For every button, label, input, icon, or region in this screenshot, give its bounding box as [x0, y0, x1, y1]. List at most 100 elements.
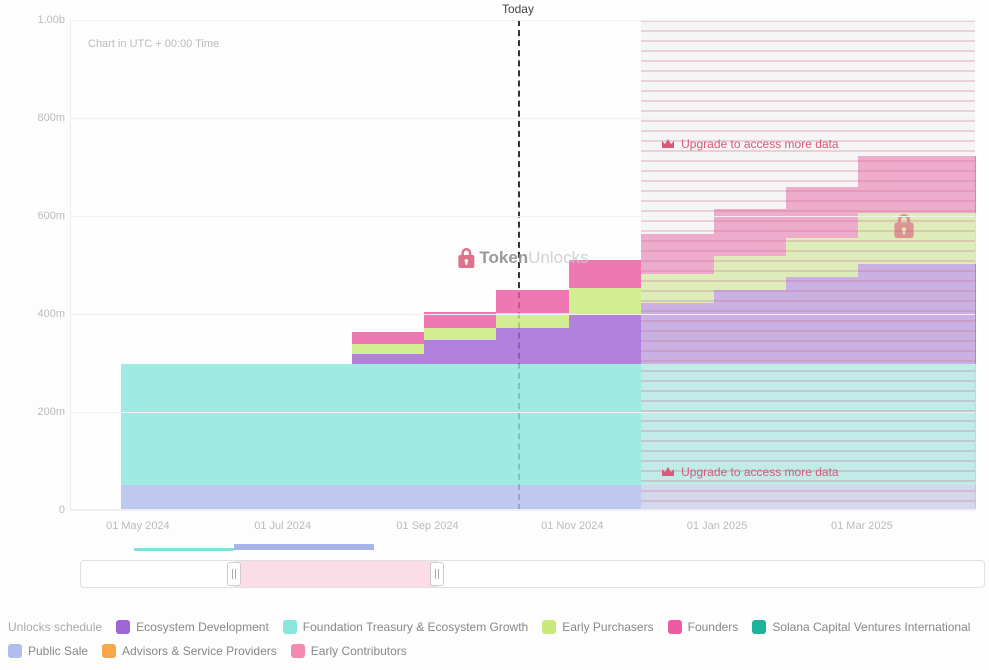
- legend-swatch: [283, 620, 297, 634]
- gridline: [71, 20, 975, 21]
- legend-label: Early Purchasers: [562, 620, 653, 634]
- scrubber-handle-left[interactable]: [227, 562, 241, 586]
- stack-segment-ecosystem-dev: [352, 354, 424, 365]
- stack-segment-early-purchasers: [641, 274, 713, 303]
- x-axis-tick-label: 01 Jul 2024: [254, 520, 311, 532]
- stack-segment-foundation-treasury: [569, 364, 641, 484]
- legend-swatch: [102, 644, 116, 658]
- legend: Unlocks schedule Ecosystem Development Fo…: [8, 620, 983, 658]
- chart-plot-area[interactable]: Upgrade to access more dataUpgrade to ac…: [70, 20, 975, 510]
- stack-segment-public-sale: [352, 485, 424, 510]
- stack-segment-public-sale: [641, 485, 713, 510]
- watermark-text: TokenUnlocks: [479, 248, 588, 268]
- stacked-column: [569, 260, 641, 509]
- legend-item[interactable]: Early Contributors: [291, 644, 407, 658]
- legend-swatch: [8, 644, 22, 658]
- legend-title: Unlocks schedule: [8, 620, 102, 634]
- scrubber-indicator-blue: [234, 544, 374, 550]
- stack-segment-foundation-treasury: [496, 364, 568, 484]
- stack-segment-founders: [352, 332, 424, 344]
- stack-segment-public-sale: [424, 485, 496, 510]
- stack-segment-founders: [641, 234, 713, 274]
- legend-label: Solana Capital Ventures International: [772, 620, 970, 634]
- stack-segment-foundation-treasury: [714, 364, 786, 484]
- gridline: [71, 412, 975, 413]
- y-axis-tick-label: 1.00b: [20, 14, 65, 26]
- legend-swatch: [291, 644, 305, 658]
- legend-label: Early Contributors: [311, 644, 407, 658]
- legend-swatch: [752, 620, 766, 634]
- lock-icon: [457, 248, 475, 268]
- stacked-column: [641, 234, 713, 509]
- stack-segment-foundation-treasury: [786, 364, 858, 484]
- y-axis-tick-label: 600m: [20, 210, 65, 222]
- stack-segment-early-purchasers: [714, 256, 786, 290]
- legend-label: Ecosystem Development: [136, 620, 269, 634]
- legend-item[interactable]: Foundation Treasury & Ecosystem Growth: [283, 620, 528, 634]
- time-range-scrubber[interactable]: [80, 550, 985, 590]
- stack-segment-public-sale: [786, 485, 858, 510]
- stack-segment-early-purchasers: [569, 288, 641, 315]
- stack-segment-founders: [786, 187, 858, 238]
- stack-segment-public-sale: [496, 485, 568, 510]
- legend-item[interactable]: Ecosystem Development: [116, 620, 269, 634]
- x-axis-tick-label: 01 Jan 2025: [687, 520, 748, 532]
- x-axis-tick-label: 01 Mar 2025: [831, 520, 893, 532]
- stacked-column: [352, 332, 424, 509]
- stack-segment-early-purchasers: [786, 238, 858, 277]
- stack-segment-early-purchasers: [858, 213, 976, 264]
- stack-segment-founders: [496, 290, 568, 313]
- stacked-column: [786, 187, 858, 509]
- legend-label: Founders: [688, 620, 739, 634]
- legend-swatch: [668, 620, 682, 634]
- stack-segment-public-sale: [858, 485, 976, 510]
- scrubber-selection[interactable]: [235, 561, 438, 587]
- legend-swatch: [116, 620, 130, 634]
- stack-segment-ecosystem-dev: [786, 277, 858, 364]
- stack-segment-ecosystem-dev: [424, 340, 496, 365]
- gridline: [71, 118, 975, 119]
- gridline: [71, 314, 975, 315]
- gridline: [71, 216, 975, 217]
- legend-item[interactable]: Public Sale: [8, 644, 88, 658]
- stack-segment-ecosystem-dev: [641, 303, 713, 364]
- y-axis-tick-label: 0: [20, 504, 65, 516]
- x-axis-tick-label: 01 May 2024: [106, 520, 170, 532]
- stack-segment-ecosystem-dev: [714, 290, 786, 364]
- stack-segment-ecosystem-dev: [496, 328, 568, 365]
- stack-segment-founders: [858, 156, 976, 213]
- legend-item[interactable]: Advisors & Service Providers: [102, 644, 277, 658]
- legend-label: Foundation Treasury & Ecosystem Growth: [303, 620, 528, 634]
- stack-segment-foundation-treasury: [858, 364, 976, 484]
- scrubber-track[interactable]: [80, 560, 985, 588]
- stack-segment-foundation-treasury: [352, 364, 424, 484]
- chart-container: Today Chart in UTC + 00:00 Time Upgrade …: [10, 0, 980, 595]
- scrubber-handle-right[interactable]: [430, 562, 444, 586]
- legend-swatch: [542, 620, 556, 634]
- legend-item[interactable]: Founders: [668, 620, 739, 634]
- y-axis-tick-label: 400m: [20, 308, 65, 320]
- stack-segment-ecosystem-dev: [569, 315, 641, 364]
- legend-label: Advisors & Service Providers: [122, 644, 277, 658]
- stacked-column: [121, 364, 352, 509]
- x-axis-tick-label: 01 Nov 2024: [541, 520, 603, 532]
- watermark: TokenUnlocks: [457, 248, 588, 268]
- stacked-column: [714, 209, 786, 509]
- stack-segment-public-sale: [121, 485, 352, 510]
- stack-segment-early-purchasers: [496, 313, 568, 328]
- today-marker-label: Today: [502, 2, 534, 16]
- crown-icon: [661, 138, 675, 150]
- y-axis-tick-label: 200m: [20, 406, 65, 418]
- stack-segment-early-purchasers: [424, 328, 496, 340]
- legend-label: Public Sale: [28, 644, 88, 658]
- stacked-column: [424, 312, 496, 509]
- legend-item[interactable]: Early Purchasers: [542, 620, 653, 634]
- gridline: [71, 510, 975, 511]
- stack-segment-foundation-treasury: [121, 364, 352, 484]
- stack-segment-foundation-treasury: [641, 364, 713, 484]
- legend-item[interactable]: Solana Capital Ventures International: [752, 620, 970, 634]
- paywall-upgrade-text[interactable]: Upgrade to access more data: [661, 137, 838, 151]
- stacked-column: [858, 156, 976, 509]
- stack-segment-public-sale: [569, 485, 641, 510]
- scrubber-indicator-teal: [134, 548, 234, 551]
